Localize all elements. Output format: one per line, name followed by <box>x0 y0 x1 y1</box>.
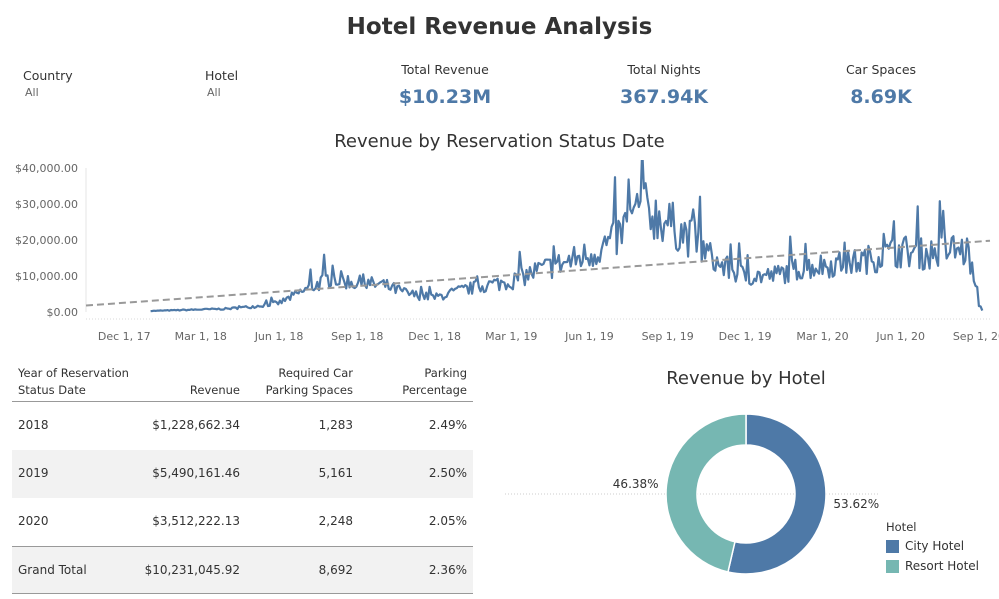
y-tick-label: $20,000.00 <box>15 234 78 247</box>
revenue-table: Year of Reservation Status Date Revenue R… <box>12 362 473 594</box>
header-year[interactable]: Year of Reservation Status Date <box>18 366 129 397</box>
table-row[interactable]: 2020 $3,512,222.13 2,248 2.05% <box>12 498 473 546</box>
y-tick-label: $10,000.00 <box>15 270 78 283</box>
x-tick-label: Sep 1, 18 <box>331 330 383 343</box>
kpi-total-revenue-value: $10.23M <box>398 86 492 108</box>
legend-label: Resort Hotel <box>905 559 980 573</box>
hotel-filter-label: Hotel <box>205 68 239 83</box>
kpi-total-nights-value: 367.94K <box>619 86 709 108</box>
cell-total-label: Grand Total <box>18 563 87 577</box>
x-tick-label: Mar 1, 19 <box>485 330 537 343</box>
y-tick-label: $0.00 <box>47 306 79 319</box>
cell-year: 2019 <box>18 466 49 480</box>
revenue-series-line[interactable] <box>150 160 984 313</box>
cell-revenue: $1,228,662.34 <box>152 418 240 432</box>
header-parking-percentage[interactable]: Parking Percentage <box>402 366 467 397</box>
x-tick-label: Jun 1, 19 <box>564 330 614 343</box>
line-chart-title: Revenue by Reservation Status Date <box>334 131 665 152</box>
legend-swatch <box>886 559 899 573</box>
cell-parking-percentage: 2.05% <box>428 514 467 528</box>
kpi-car-spaces-value: 8.69K <box>850 86 912 108</box>
x-tick-label: Jun 1, 18 <box>254 330 304 343</box>
hotel-filter[interactable]: Hotel All <box>205 68 238 99</box>
hotel-legend: Hotel City Hotel Resort Hotel <box>886 520 979 579</box>
country-filter[interactable]: Country All <box>23 68 73 99</box>
revenue-by-hotel-donut[interactable]: 53.62% 46.38% <box>500 400 885 590</box>
pie-chart-title: Revenue by Hotel <box>666 368 826 389</box>
donut-slice-city-hotel[interactable] <box>727 413 827 575</box>
header-revenue[interactable]: Revenue <box>189 383 240 397</box>
kpi-car-spaces-label: Car Spaces <box>845 62 917 77</box>
country-filter-label: Country <box>23 68 73 83</box>
x-tick-label: Mar 1, 20 <box>796 330 848 343</box>
x-tick-label: Mar 1, 18 <box>175 330 227 343</box>
cell-total-revenue: $10,231,045.92 <box>144 563 240 577</box>
x-tick-label: Dec 1, 19 <box>719 330 772 343</box>
cell-total-parking-percentage: 2.36% <box>428 563 467 577</box>
y-tick-label: $40,000.00 <box>15 162 78 175</box>
table-row[interactable]: 2019 $5,490,161.46 5,161 2.50% <box>12 450 473 498</box>
x-tick-label: Jun 1, 20 <box>875 330 925 343</box>
slice-label: 46.38% <box>613 477 659 491</box>
cell-parking-spaces: 2,248 <box>318 514 353 528</box>
legend-swatch <box>886 539 899 553</box>
cell-total-parking-spaces: 8,692 <box>318 563 353 577</box>
cell-parking-spaces: 1,283 <box>318 418 353 432</box>
x-tick-label: Sep 1, 19 <box>642 330 694 343</box>
slice-label: 53.62% <box>833 497 879 511</box>
header-parking-spaces[interactable]: Required Car Parking Spaces <box>265 366 353 397</box>
revenue-line-chart[interactable]: $0.00 $10,000.00 $20,000.00 $30,000.00 $40,0… <box>0 160 999 350</box>
kpi-car-spaces: Car Spaces 8.69K <box>801 62 961 108</box>
x-tick-label: Dec 1, 18 <box>408 330 461 343</box>
donut-slice-resort-hotel[interactable] <box>665 413 747 573</box>
x-tick-label: Dec 1, 17 <box>98 330 151 343</box>
hotel-filter-value[interactable]: All <box>207 86 221 99</box>
table-total-row[interactable]: Grand Total $10,231,045.92 8,692 2.36% <box>12 546 473 594</box>
legend-title: Hotel <box>886 520 917 534</box>
table-header: Year of Reservation Status Date Revenue R… <box>12 362 473 402</box>
cell-parking-percentage: 2.50% <box>428 466 467 480</box>
kpi-total-nights-label: Total Nights <box>627 62 701 77</box>
table-row[interactable]: 2018 $1,228,662.34 1,283 2.49% <box>12 402 473 450</box>
legend-label: City Hotel <box>905 539 965 553</box>
cell-revenue: $5,490,161.46 <box>152 466 240 480</box>
kpi-total-revenue: Total Revenue $10.23M <box>365 62 525 108</box>
country-filter-value[interactable]: All <box>25 86 39 99</box>
kpi-total-nights: Total Nights 367.94K <box>584 62 744 108</box>
trend-line[interactable] <box>85 239 991 307</box>
y-tick-label: $30,000.00 <box>15 198 78 211</box>
cell-year: 2018 <box>18 418 49 432</box>
legend-item-resort-hotel[interactable]: Resort Hotel <box>886 559 979 573</box>
cell-revenue: $3,512,222.13 <box>152 514 240 528</box>
cell-parking-spaces: 5,161 <box>318 466 353 480</box>
kpi-total-revenue-label: Total Revenue <box>401 62 489 77</box>
x-tick-label: Sep 1, 20 <box>953 330 999 343</box>
cell-parking-percentage: 2.49% <box>428 418 467 432</box>
legend-item-city-hotel[interactable]: City Hotel <box>886 539 979 553</box>
cell-year: 2020 <box>18 514 49 528</box>
dashboard-title: Hotel Revenue Analysis <box>346 14 653 40</box>
